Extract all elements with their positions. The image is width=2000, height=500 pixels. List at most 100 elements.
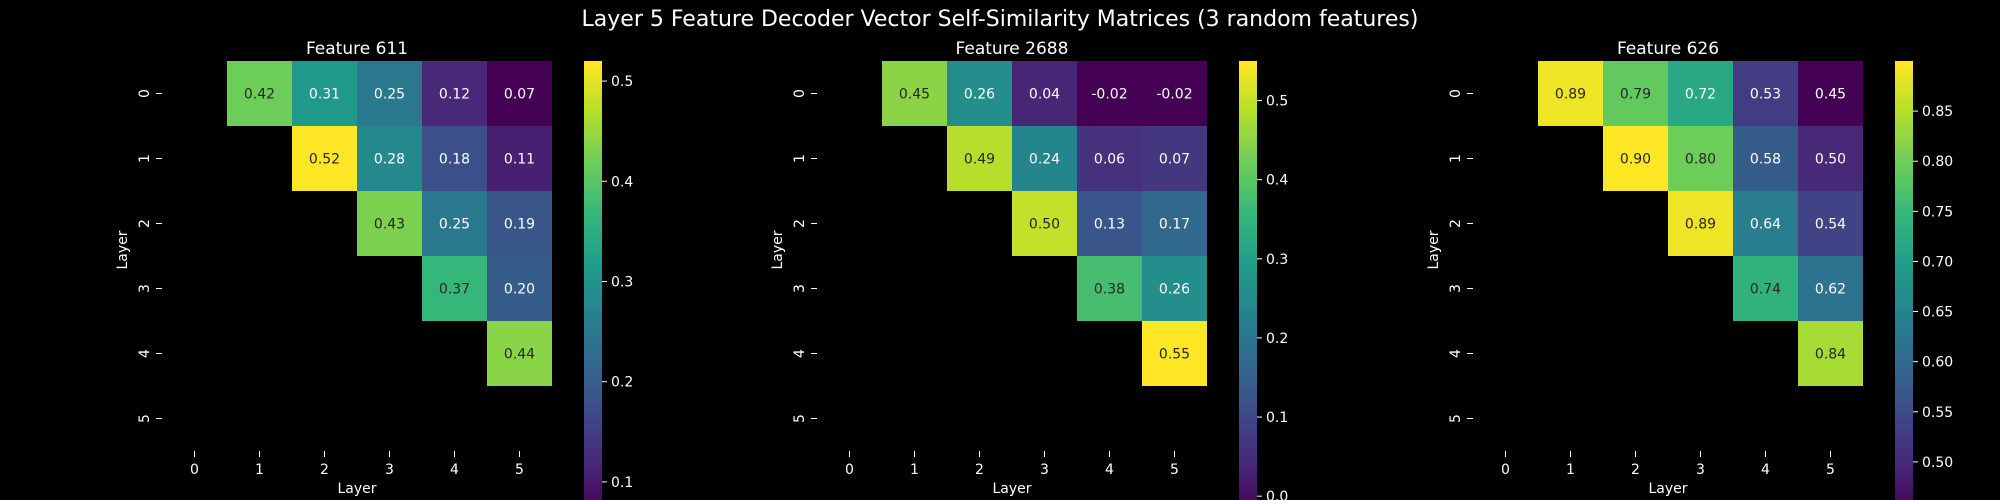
- colorbar-segment: [1239, 263, 1257, 269]
- colorbar-segment: [1239, 162, 1257, 167]
- y-tick-label: 2: [792, 219, 808, 228]
- colorbar-segment: [584, 489, 602, 494]
- colorbar-segment: [584, 354, 602, 359]
- y-axis-label: Layer: [1426, 230, 1442, 269]
- colorbar-segment: [1895, 380, 1913, 385]
- colorbar-segment: [1239, 252, 1257, 258]
- colorbar-segment: [1895, 301, 1913, 306]
- colorbar-segment: [1239, 316, 1257, 321]
- colorbar-segment: [584, 143, 602, 149]
- colorbar-segment: [1895, 109, 1913, 115]
- cell-value-label: 0.54: [1815, 217, 1846, 233]
- colorbar-segment: [584, 218, 602, 224]
- colorbar-segment: [584, 376, 602, 382]
- colorbar-segment: [584, 128, 602, 134]
- colorbar-segment: [1895, 391, 1913, 397]
- colorbar-segment: [584, 451, 602, 457]
- colorbar-segment: [1239, 267, 1257, 273]
- heatmap-cell: [1603, 126, 1668, 191]
- colorbar-segment: [1239, 64, 1257, 70]
- colorbar-segment: [1239, 76, 1257, 81]
- cell-value-label: 0.19: [504, 217, 535, 233]
- colorbar-segment: [1239, 312, 1257, 318]
- y-axis-label: Layer: [770, 230, 786, 269]
- colorbar-segment: [1895, 425, 1913, 430]
- colorbar-segment: [1895, 418, 1913, 423]
- colorbar-segment: [1895, 124, 1913, 130]
- cell-value-label: -0.02: [1156, 87, 1192, 103]
- colorbar-segment: [584, 297, 602, 303]
- y-tick-label: 0: [792, 89, 808, 98]
- colorbar-segment: [584, 275, 602, 280]
- colorbar-segment: [1239, 203, 1257, 209]
- x-tick-label: 1: [910, 462, 919, 478]
- cell-value-label: 0.52: [309, 152, 340, 168]
- colorbar-segment: [1895, 466, 1913, 472]
- colorbar-segment: [1239, 346, 1257, 351]
- colorbar-segment: [1895, 410, 1913, 415]
- colorbar-segment: [1895, 312, 1913, 318]
- colorbar-segment: [1895, 459, 1913, 464]
- colorbar-segment: [1895, 365, 1913, 370]
- y-tick-label: 4: [792, 349, 808, 358]
- heatmap-cell: [1798, 191, 1863, 256]
- colorbar-segment: [584, 87, 602, 92]
- cell-value-label: 0.45: [899, 87, 930, 103]
- heatmap-cell: [1142, 256, 1207, 321]
- colorbar-segment: [1239, 192, 1257, 197]
- colorbar-segment: [1895, 414, 1913, 419]
- cell-value-label: 0.43: [374, 217, 405, 233]
- x-tick-label: 2: [1631, 462, 1640, 478]
- colorbar-segment: [1239, 237, 1257, 242]
- colorbar-segment: [1895, 98, 1913, 103]
- colorbar-segment: [1895, 181, 1913, 186]
- colorbar-segment: [1895, 429, 1913, 434]
- x-tick-label: 1: [255, 462, 264, 478]
- colorbar-segment: [584, 372, 602, 378]
- colorbar-segment: [584, 267, 602, 273]
- cell-value-label: 0.42: [244, 87, 275, 103]
- x-tick-label: 0: [190, 462, 199, 478]
- colorbar-segment: [1895, 94, 1913, 100]
- colorbar-segment: [1239, 459, 1257, 464]
- colorbar-segment: [1895, 354, 1913, 359]
- colorbar-segment: [584, 132, 602, 137]
- colorbar-segment: [1895, 121, 1913, 126]
- colorbar-segment: [1895, 203, 1913, 209]
- colorbar-segment: [1895, 256, 1913, 261]
- colorbar-segment: [584, 470, 602, 476]
- colorbar-segment: [1895, 151, 1913, 156]
- colorbar-segment: [1239, 151, 1257, 156]
- colorbar-segment: [1895, 200, 1913, 205]
- colorbar-segment: [1895, 357, 1913, 363]
- heatmap-cell: [357, 61, 422, 126]
- colorbar-segment: [584, 425, 602, 430]
- colorbar-segment: [1895, 222, 1913, 227]
- panel-title: Feature 626: [1617, 39, 1719, 59]
- colorbar-segment: [584, 387, 602, 393]
- cell-value-label: 0.07: [1159, 152, 1190, 168]
- colorbar-segment: [1239, 215, 1257, 220]
- colorbar-segment: [1895, 215, 1913, 220]
- colorbar-tick-label: 0.65: [1922, 305, 1953, 321]
- colorbar-segment: [1895, 192, 1913, 197]
- colorbar-segment: [584, 260, 602, 265]
- colorbar-segment: [1239, 275, 1257, 280]
- colorbar-segment: [1895, 395, 1913, 400]
- colorbar-segment: [1239, 369, 1257, 374]
- colorbar-segment: [1895, 440, 1913, 445]
- colorbar-segment: [1239, 455, 1257, 460]
- colorbar-segment: [584, 76, 602, 81]
- colorbar-segment: [1239, 98, 1257, 103]
- colorbar-segment: [584, 83, 602, 88]
- colorbar-segment: [1239, 147, 1257, 152]
- colorbar-segment: [1239, 290, 1257, 295]
- colorbar-segment: [584, 496, 602, 500]
- colorbar-segment: [584, 241, 602, 246]
- colorbar-segment: [1239, 79, 1257, 85]
- colorbar-segment: [584, 410, 602, 415]
- cell-value-label: 0.74: [1750, 282, 1781, 298]
- colorbar-segment: [584, 263, 602, 269]
- colorbar-segment: [1239, 380, 1257, 385]
